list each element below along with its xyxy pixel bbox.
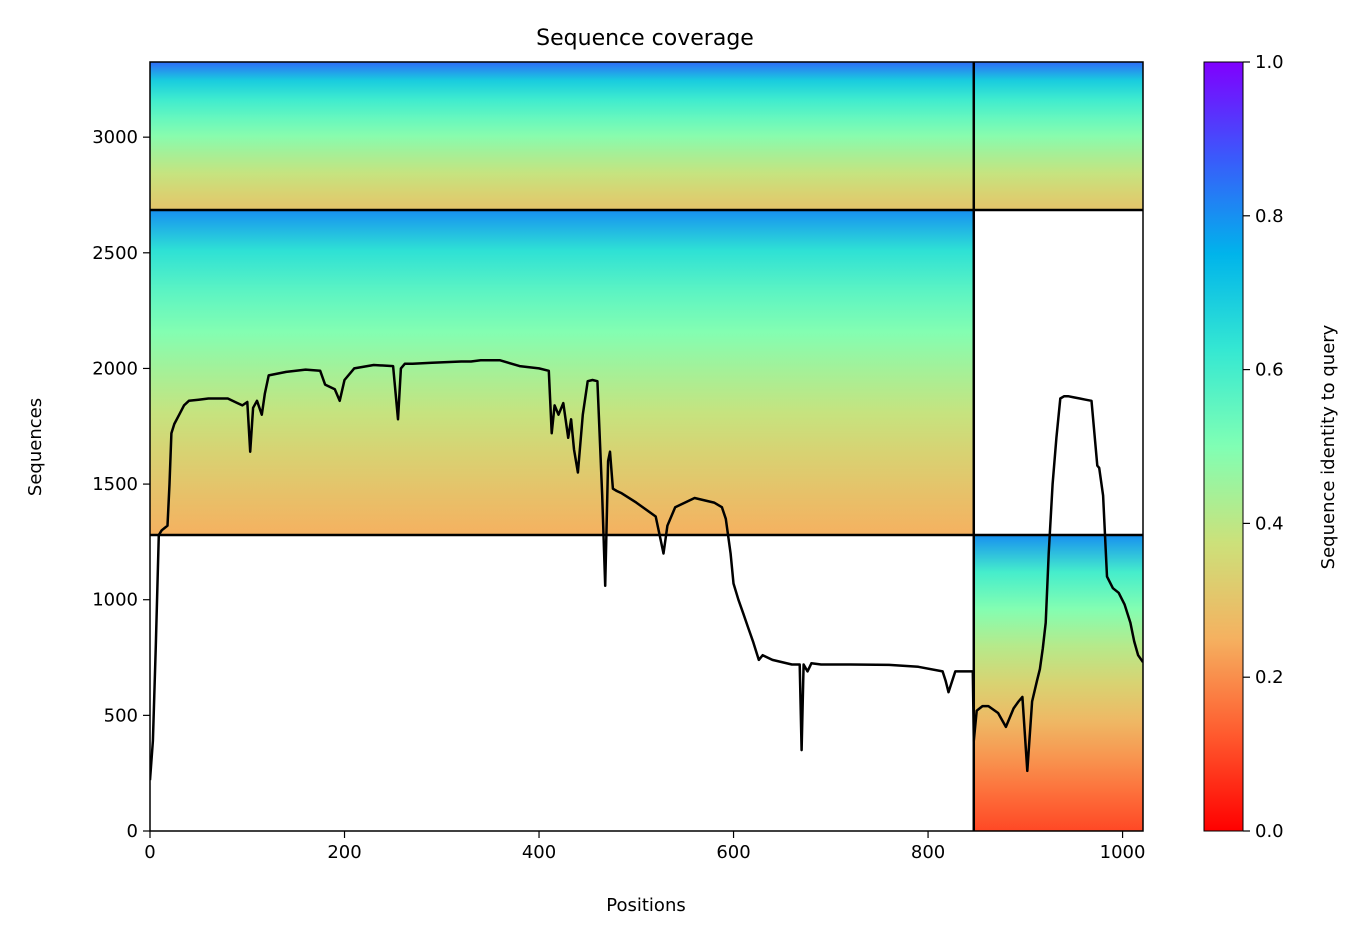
y-tick-label: 3000 <box>92 127 138 148</box>
x-tick-label: 200 <box>327 842 361 863</box>
x-tick-label: 600 <box>716 842 750 863</box>
coverage-heatmap <box>150 62 1143 831</box>
colorbar <box>1204 62 1243 831</box>
x-axis-label: Positions <box>606 895 685 916</box>
y-tick-label: 2000 <box>92 358 138 379</box>
colorbar-tick-label: 0.6 <box>1255 360 1284 381</box>
y-tick-label: 1500 <box>92 474 138 495</box>
x-axis: 0 200 400 600 800 1000 <box>144 831 1145 863</box>
heatmap-block <box>974 62 1143 210</box>
coverage-chart: Sequence coverage 0 200 400 600 800 1000 0 500… <box>0 0 1364 939</box>
y-tick-label: 1000 <box>92 590 138 611</box>
colorbar-tick-label: 0.0 <box>1255 821 1284 842</box>
colorbar-axis: 0.0 0.2 0.4 0.6 0.8 1.0 <box>1243 52 1284 842</box>
heatmap-block <box>974 535 1143 831</box>
colorbar-tick-label: 0.4 <box>1255 513 1284 534</box>
x-tick-label: 400 <box>522 842 556 863</box>
chart-title: Sequence coverage <box>536 26 754 51</box>
colorbar-tick-label: 0.2 <box>1255 667 1284 688</box>
heatmap-block <box>150 210 974 535</box>
colorbar-tick-label: 0.8 <box>1255 206 1284 227</box>
y-axis: 0 500 1000 1500 2000 2500 3000 <box>92 127 150 842</box>
heatmap-block <box>150 62 974 210</box>
y-tick-label: 0 <box>127 821 138 842</box>
y-tick-label: 2500 <box>92 243 138 264</box>
colorbar-label: Sequence identity to query <box>1318 324 1339 569</box>
y-axis-label: Sequences <box>25 398 46 496</box>
x-tick-label: 1000 <box>1100 842 1146 863</box>
colorbar-tick-label: 1.0 <box>1255 52 1284 73</box>
x-tick-label: 0 <box>144 842 155 863</box>
x-tick-label: 800 <box>911 842 945 863</box>
y-tick-label: 500 <box>104 705 138 726</box>
